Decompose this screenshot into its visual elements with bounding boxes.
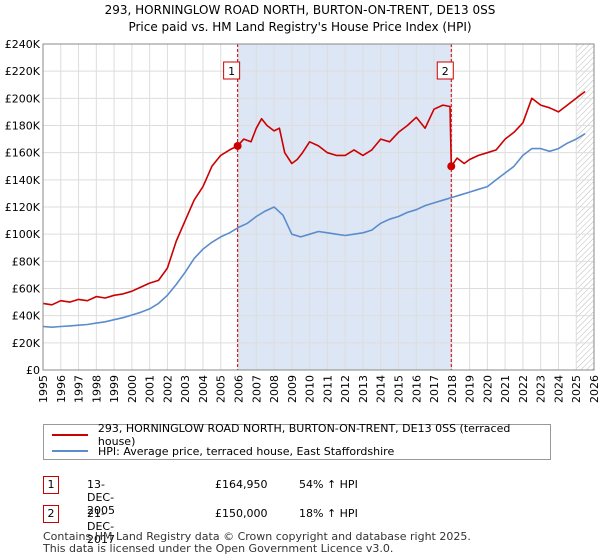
title-line-2: Price paid vs. HM Land Registry's House … xyxy=(128,20,472,34)
property-price-line xyxy=(42,90,586,306)
legend-swatch-property xyxy=(52,434,88,436)
y-tick-label: £120K xyxy=(5,201,41,214)
series-lines xyxy=(42,90,586,328)
x-tick-label: 2019 xyxy=(464,375,477,403)
x-tick-label: 2006 xyxy=(233,375,246,403)
legend-item-property: 293, HORNINGLOW ROAD NORTH, BURTON-ON-TR… xyxy=(52,422,550,448)
axes xyxy=(42,43,595,371)
sale-hpi-change: 54% ↑ HPI xyxy=(299,478,358,491)
title-line-1: 293, HORNINGLOW ROAD NORTH, BURTON-ON-TR… xyxy=(104,3,496,17)
y-tick-label: £160K xyxy=(5,147,41,160)
y-tick-label: £80K xyxy=(12,255,41,268)
y-tick-labels: £0 £20K £40K £60K £80K £100K £120K £140K £160K £1… xyxy=(5,38,41,377)
y-tick-label: £140K xyxy=(5,174,41,187)
footer-line-2: This data is licensed under the Open Gov… xyxy=(43,542,394,555)
y-tick-label: £60K xyxy=(12,283,41,296)
y-tick-label: £0 xyxy=(26,364,40,377)
hpi-line xyxy=(42,133,586,328)
y-tick-label: £180K xyxy=(5,120,41,133)
sale-price: £164,950 xyxy=(215,478,268,491)
y-tick-label: £220K xyxy=(5,65,41,78)
legend-label-property: 293, HORNINGLOW ROAD NORTH, BURTON-ON-TR… xyxy=(97,422,511,448)
sale-number-badge: 2 xyxy=(43,505,59,523)
x-tick-label: 2010 xyxy=(304,375,317,403)
x-tick-label: 1998 xyxy=(90,375,103,403)
sale-hpi-change: 18% ↑ HPI xyxy=(299,507,358,520)
sale-point xyxy=(447,162,456,171)
x-tick-label: 2001 xyxy=(144,375,157,403)
x-tick-label: 2011 xyxy=(321,375,334,403)
x-tick-label: 2016 xyxy=(410,375,423,403)
x-tick-label: 1997 xyxy=(73,375,86,403)
x-tick-label: 2013 xyxy=(357,375,370,403)
x-tick-label: 1996 xyxy=(55,375,68,403)
x-tick-label: 2024 xyxy=(552,375,565,403)
price-chart: £0 £20K £40K £60K £80K £100K £120K £140K £160K £1… xyxy=(5,38,600,403)
x-tick-label: 2017 xyxy=(428,375,441,403)
footer-line-1: Contains HM Land Registry data © Crown c… xyxy=(43,530,471,543)
y-tick-label: £20K xyxy=(12,337,41,350)
x-tick-label: 1995 xyxy=(37,375,50,403)
sale-point xyxy=(233,141,242,150)
legend-swatch-hpi xyxy=(52,450,88,452)
x-tick-labels: 1995 1996 1997 1998 1999 2000 2001 2002 2003 2004… xyxy=(37,375,600,403)
x-tick-label: 2023 xyxy=(535,375,548,403)
footer: Contains HM Land Registry data © Crown c… xyxy=(43,531,471,555)
sale-date: 21-DEC-2017 xyxy=(87,507,115,546)
x-tick-label: 2002 xyxy=(161,375,174,403)
x-tick-label: 2021 xyxy=(499,375,512,403)
y-tick-label: £100K xyxy=(5,228,41,241)
sale-price: £150,000 xyxy=(215,507,268,520)
x-tick-label: 2005 xyxy=(215,375,228,403)
x-tick-label: 2004 xyxy=(197,375,210,403)
y-tick-label: £40K xyxy=(12,310,41,323)
x-tick-label: 2018 xyxy=(446,375,459,403)
x-tick-label: 2000 xyxy=(126,375,139,403)
legend-item-hpi: HPI: Average price, terraced house, East… xyxy=(52,443,394,459)
annotation-label: 2 xyxy=(442,65,449,78)
y-tick-label: £240K xyxy=(5,38,41,51)
legend: 293, HORNINGLOW ROAD NORTH, BURTON-ON-TR… xyxy=(43,422,551,460)
x-tick-label: 2008 xyxy=(268,375,281,403)
x-tick-label: 2015 xyxy=(392,375,405,403)
x-tick-label: 2007 xyxy=(250,375,263,403)
x-tick-label: 2022 xyxy=(517,375,530,403)
x-tick-label: 2003 xyxy=(179,375,192,403)
sale-marker-lines xyxy=(237,44,452,370)
sale-number-badge: 1 xyxy=(43,476,59,494)
annotation-box xyxy=(436,61,454,80)
legend-label-hpi: HPI: Average price, terraced house, East… xyxy=(98,444,395,458)
x-tick-label: 2014 xyxy=(375,375,388,403)
x-tick-label: 2020 xyxy=(481,375,494,403)
chart-title: 293, HORNINGLOW ROAD NORTH, BURTON-ON-TR… xyxy=(0,2,600,36)
annotation-box xyxy=(223,61,241,80)
sale-points xyxy=(233,141,456,171)
annotation-label: 1 xyxy=(228,65,235,78)
x-tick-label: 2012 xyxy=(339,375,352,403)
plot-frame xyxy=(42,43,595,371)
x-tick-label: 1999 xyxy=(108,375,121,403)
x-tick-label: 2026 xyxy=(588,375,600,403)
sale-date: 13-DEC-2005 xyxy=(87,478,115,517)
x-tick-label: 2025 xyxy=(570,375,583,403)
y-tick-label: £200K xyxy=(5,92,41,105)
x-tick-label: 2009 xyxy=(286,375,299,403)
